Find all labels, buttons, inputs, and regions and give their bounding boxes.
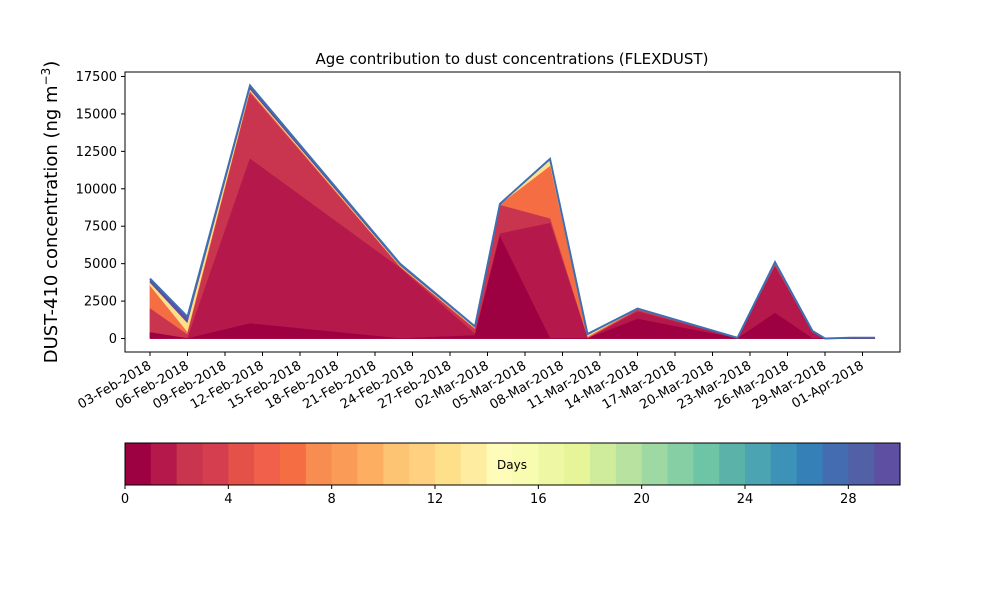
colorbar: Days 0 4 8 12 16 20 24 28 [121, 442, 901, 507]
colorbar-swatch [254, 443, 281, 485]
colorbar-tick-label: 24 [737, 492, 754, 507]
total-line [149, 83, 875, 340]
colorbar-swatch [641, 443, 669, 485]
colorbar-swatch [409, 443, 436, 485]
y-tick-label: 7500 [84, 220, 117, 235]
colorbar-frame [124, 442, 901, 486]
colorbar-swatch [280, 443, 307, 485]
colorbar-swatch [435, 443, 462, 485]
y-tick-label: 10000 [76, 182, 117, 197]
colorbar-swatch [796, 443, 824, 485]
x-axis: 03-Feb-201806-Feb-201809-Feb-201812-Feb-… [75, 352, 867, 413]
colorbar-swatch [383, 443, 410, 485]
y-axis-label: DUST-410 concentration (ng m−3) [39, 61, 62, 364]
colorbar-swatch [822, 443, 849, 485]
colorbar-swatch [125, 443, 152, 485]
colorbar-swatch [150, 443, 178, 485]
colorbar-swatch [874, 443, 901, 485]
colorbar-swatch [770, 443, 798, 485]
colorbar-swatch [848, 443, 875, 485]
colorbar-swatch [512, 443, 539, 485]
colorbar-tick-label: 8 [328, 492, 336, 507]
y-axis: 0 2500 5000 7500 10000 12500 15000 17500 [76, 70, 125, 347]
colorbar-swatch [202, 443, 229, 485]
colorbar-swatch [564, 443, 591, 485]
colorbar-tick-label: 28 [840, 492, 857, 507]
colorbar-tick-label: 0 [121, 492, 129, 507]
colorbar-swatch [460, 443, 488, 485]
colorbar-swatch [667, 443, 694, 485]
y-axis-label-exponent: −3 [39, 68, 53, 86]
y-axis-label-close: ) [41, 61, 62, 68]
y-tick-label: 15000 [76, 107, 117, 122]
colorbar-swatch [745, 443, 772, 485]
plot-frame [124, 71, 901, 353]
colorbar-swatch [331, 443, 359, 485]
colorbar-swatch [176, 443, 204, 485]
stacked-area-layers [149, 85, 876, 339]
y-tick-label: 0 [109, 332, 117, 347]
colorbar-swatch [305, 443, 333, 485]
y-tick-label: 17500 [76, 70, 117, 85]
y-tick-label: 12500 [76, 145, 117, 160]
colorbar-swatch [538, 443, 565, 485]
colorbar-swatch [590, 443, 617, 485]
chart-title: Age contribution to dust concentrations … [316, 50, 709, 68]
colorbar-label: Days [497, 458, 527, 472]
total-line-layer [149, 83, 875, 340]
colorbar-swatches [125, 443, 901, 485]
colorbar-tick-label: 4 [224, 492, 232, 507]
colorbar-ticks: 0 4 8 12 16 20 24 28 [121, 485, 857, 507]
colorbar-swatch [719, 443, 746, 485]
colorbar-swatch [357, 443, 384, 485]
colorbar-swatch [615, 443, 643, 485]
colorbar-tick-label: 12 [427, 492, 444, 507]
colorbar-tick-label: 20 [633, 492, 650, 507]
colorbar-swatch [486, 443, 514, 485]
colorbar-tick-label: 16 [530, 492, 547, 507]
y-axis-label-main: DUST-410 concentration (ng m [41, 85, 62, 363]
y-tick-label: 2500 [84, 295, 117, 310]
colorbar-swatch [693, 443, 720, 485]
y-tick-label: 5000 [84, 257, 117, 272]
colorbar-swatch [228, 443, 255, 485]
